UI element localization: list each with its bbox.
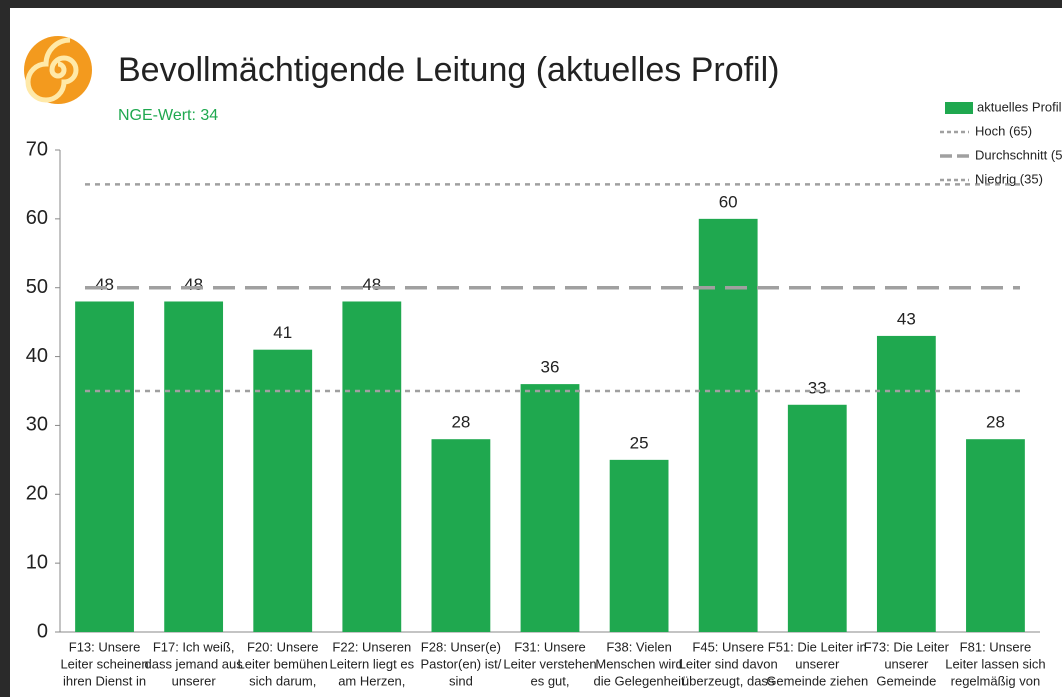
x-tick-label: die Gelegenheit <box>594 673 685 688</box>
x-tick-label: F20: Unsere <box>247 639 319 654</box>
x-tick-label: am Herzen, <box>338 673 405 688</box>
bar <box>75 301 134 632</box>
x-tick-label: Leitern liegt es <box>330 656 415 671</box>
x-tick-label: regelmäßig von <box>951 673 1041 688</box>
data-label: 28 <box>451 413 470 432</box>
bar <box>966 439 1025 632</box>
x-tick-label: F73: Die Leiter <box>864 639 950 654</box>
bar <box>164 301 224 632</box>
x-tick-label: Gemeinde <box>876 673 936 688</box>
bar <box>698 218 758 632</box>
x-tick-label: F22: Unseren <box>332 639 411 654</box>
data-label: 60 <box>719 192 738 211</box>
logo <box>24 36 92 104</box>
y-tick-label: 10 <box>26 551 48 573</box>
x-tick-label: F17: Ich weiß, <box>153 639 235 654</box>
data-label: 28 <box>986 413 1005 432</box>
x-tick-label: es gut, <box>530 673 569 688</box>
data-label: 48 <box>362 275 381 294</box>
bar <box>876 335 936 632</box>
x-tick-label: unserer <box>884 656 929 671</box>
x-tick-label: F45: Unsere <box>692 639 764 654</box>
chart-title: Bevollmächtigende Leitung (aktuelles Pro… <box>118 51 779 89</box>
x-tick-label: unserer <box>172 673 217 688</box>
bar <box>609 459 669 632</box>
x-tick-label: Leiter scheinen <box>60 656 148 671</box>
data-label: 25 <box>630 433 649 452</box>
y-tick-label: 30 <box>26 414 48 436</box>
legend-label: aktuelles Profil <box>977 99 1062 114</box>
x-tick-label: F81: Unsere <box>960 639 1032 654</box>
data-label: 48 <box>95 275 114 294</box>
data-label: 48 <box>184 275 203 294</box>
y-tick-label: 70 <box>26 138 48 160</box>
x-tick-label: ihren Dienst in <box>63 673 146 688</box>
x-tick-label: sind <box>449 673 473 688</box>
x-tick-label: sich darum, <box>249 673 316 688</box>
legend-swatch <box>945 102 973 114</box>
bar <box>342 301 402 632</box>
x-tick-label: F51: Die Leiter in <box>768 639 867 654</box>
x-tick-label: Leiter bemühen <box>238 656 328 671</box>
y-tick-label: 0 <box>37 620 48 642</box>
y-tick-label: 20 <box>26 483 48 505</box>
legend-label: Niedrig (35) <box>975 171 1043 186</box>
data-label: 43 <box>897 309 916 328</box>
data-label: 33 <box>808 378 827 397</box>
data-label: 41 <box>273 323 292 342</box>
x-tick-label: Leiter verstehen <box>503 656 596 671</box>
bar <box>520 384 580 632</box>
bar <box>787 404 847 632</box>
x-tick-label: unserer <box>795 656 840 671</box>
x-tick-label: Leiter lassen sich <box>945 656 1045 671</box>
x-tick-label: überzeugt, dass <box>682 673 775 688</box>
data-label: 36 <box>541 358 560 377</box>
y-tick-label: 50 <box>26 276 48 298</box>
bar <box>431 439 491 632</box>
x-tick-label: Menschen wird <box>595 656 682 671</box>
x-tick-label: dass jemand aus <box>144 656 243 671</box>
subtitle: NGE-Wert: 34 <box>118 107 218 124</box>
x-tick-label: Pastor(en) ist/ <box>420 656 501 671</box>
y-tick-label: 60 <box>26 207 48 229</box>
x-tick-label: F31: Unsere <box>514 639 586 654</box>
legend-label: Hoch (65) <box>975 123 1032 138</box>
x-tick-label: F38: Vielen <box>606 639 672 654</box>
x-tick-label: F28: Unser(e) <box>421 639 501 654</box>
bar <box>253 349 313 632</box>
legend-label: Durchschnitt (50) <box>975 147 1062 162</box>
x-tick-label: Gemeinde ziehen <box>766 673 868 688</box>
x-tick-label: Leiter sind davon <box>679 656 778 671</box>
x-tick-label: F13: Unsere <box>69 639 141 654</box>
y-tick-label: 40 <box>26 345 48 367</box>
